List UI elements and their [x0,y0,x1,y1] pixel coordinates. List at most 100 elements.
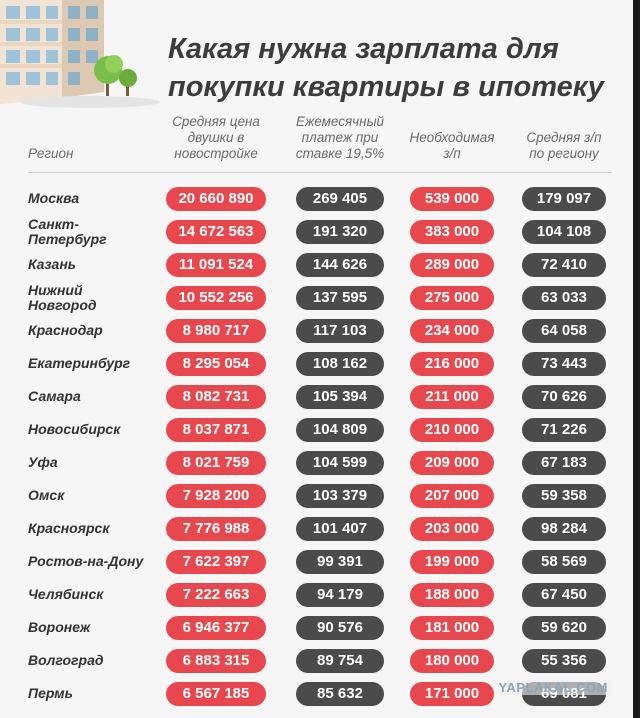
region-name-line: Самара [28,388,81,404]
table-row: Краснодар 8 980 717 117 103 234 000 64 058 [0,314,640,347]
price-pill: 7 222 663 [166,583,266,607]
table-row: Ростов-на-Дону 7 622 397 99 391 199 000 58 5… [0,545,640,578]
required-salary-pill: 216 000 [410,352,494,376]
payment-pill: 104 809 [296,418,384,442]
price-pill: 11 091 524 [166,253,266,277]
required-salary-pill: 188 000 [410,583,494,607]
watermark: YAPLAKAL.COM [494,680,612,695]
price-pill: 8 980 717 [166,319,266,343]
region-name: Краснодар [28,314,168,347]
title-line-2: покупки квартиры в ипотеку [168,71,604,103]
required-salary-pill: 209 000 [410,451,494,475]
price-pill: 7 622 397 [166,550,266,574]
payment-pill: 137 595 [296,286,384,310]
region-name: Самара [28,380,168,413]
price-pill: 8 295 054 [166,352,266,376]
required-salary-pill: 234 000 [410,319,494,343]
title-line-1: Какая нужна зарплата для [168,33,559,65]
required-salary-pill: 275 000 [410,286,494,310]
region-name-line: Воронеж [28,619,91,635]
region-name: Москва [28,182,168,215]
average-salary-pill: 67 450 [522,583,606,607]
page-title: Какая нужна зарплата для покупки квартир… [168,30,628,106]
payment-pill: 90 576 [296,616,384,640]
payment-pill: 101 407 [296,517,384,541]
region-name-line: Краснодар [28,322,103,338]
table-row: Казань 11 091 524 144 626 289 000 72 410 [0,248,640,281]
region-name-line: Новосибирск [28,421,121,437]
region-name-line: Екатеринбург [28,355,131,371]
region-name-line: Красноярск [28,520,110,536]
table-row: Уфа 8 021 759 104 599 209 000 67 183 [0,446,640,479]
required-salary-pill: 199 000 [410,550,494,574]
header-required-salary: Необходимая з/п [409,130,495,161]
average-salary-pill: 179 097 [522,187,606,211]
region-name-line: Уфа [28,454,58,470]
table-row: Воронеж 6 946 377 90 576 181 000 59 620 [0,611,640,644]
required-salary-pill: 207 000 [410,484,494,508]
average-salary-pill: 71 226 [522,418,606,442]
region-name-line: Волгоград [28,652,104,668]
price-pill: 6 946 377 [166,616,266,640]
required-salary-pill: 383 000 [410,220,494,244]
table-row: Челябинск 7 222 663 94 179 188 000 67 450 [0,578,640,611]
price-pill: 8 082 731 [166,385,266,409]
required-salary-pill: 539 000 [410,187,494,211]
average-salary-pill: 63 033 [522,286,606,310]
region-name: Воронеж [28,611,168,644]
region-name: Красноярск [28,512,168,545]
required-salary-pill: 181 000 [410,616,494,640]
payment-pill: 117 103 [296,319,384,343]
region-name-line: Ростов-на-Дону [28,553,144,569]
header-region: Регион [28,146,74,161]
average-salary-pill: 67 183 [522,451,606,475]
payment-pill: 94 179 [296,583,384,607]
average-salary-pill: 59 620 [522,616,606,640]
region-name-line: Омск [28,487,65,503]
required-salary-pill: 210 000 [410,418,494,442]
region-name: Санкт- Петербург [28,215,168,248]
required-salary-pill: 203 000 [410,517,494,541]
region-name-line: Казань [28,256,77,272]
average-salary-pill: 70 626 [522,385,606,409]
required-salary-pill: 171 000 [410,682,494,706]
payment-pill: 85 632 [296,682,384,706]
average-salary-pill: 72 410 [522,253,606,277]
average-salary-pill: 73 443 [522,352,606,376]
price-pill: 20 660 890 [166,187,266,211]
average-salary-pill: 64 058 [522,319,606,343]
price-pill: 8 021 759 [166,451,266,475]
table-row: Москва 20 660 890 269 405 539 000 179 097 [0,182,640,215]
price-pill: 6 567 185 [166,682,266,706]
header-average-salary: Средняя з/п по региону [526,130,602,161]
price-pill: 8 037 871 [166,418,266,442]
average-salary-pill: 59 358 [522,484,606,508]
region-name: Волгоград [28,644,168,677]
payment-pill: 144 626 [296,253,384,277]
average-salary-pill: 55 356 [522,649,606,673]
region-name: Нижний Новгород [28,281,168,314]
payment-pill: 89 754 [296,649,384,673]
region-name-line: Нижний [28,281,83,298]
region-name-line: Новгород [28,296,97,313]
header-divider [28,172,612,173]
table-row: Нижний Новгород 10 552 256 137 595 275 000 63… [0,281,640,314]
payment-pill: 99 391 [296,550,384,574]
region-name-line: Санкт- [28,215,79,232]
payment-pill: 269 405 [296,187,384,211]
payment-pill: 191 320 [296,220,384,244]
header-payment: Ежемесячный платеж при ставке 19,5% [295,114,385,161]
right-edge-strip [633,0,640,718]
table-row: Санкт- Петербург 14 672 563 191 320 383 000 1… [0,215,640,248]
region-name: Омск [28,479,168,512]
region-name: Екатеринбург [28,347,168,380]
payment-pill: 103 379 [296,484,384,508]
table-row: Красноярск 7 776 988 101 407 203 000 98 284 [0,512,640,545]
price-pill: 6 883 315 [166,649,266,673]
payment-pill: 108 162 [296,352,384,376]
price-pill: 14 672 563 [166,220,266,244]
region-name: Ростов-на-Дону [28,545,168,578]
average-salary-pill: 58 569 [522,550,606,574]
table-row: Волгоград 6 883 315 89 754 180 000 55 356 [0,644,640,677]
